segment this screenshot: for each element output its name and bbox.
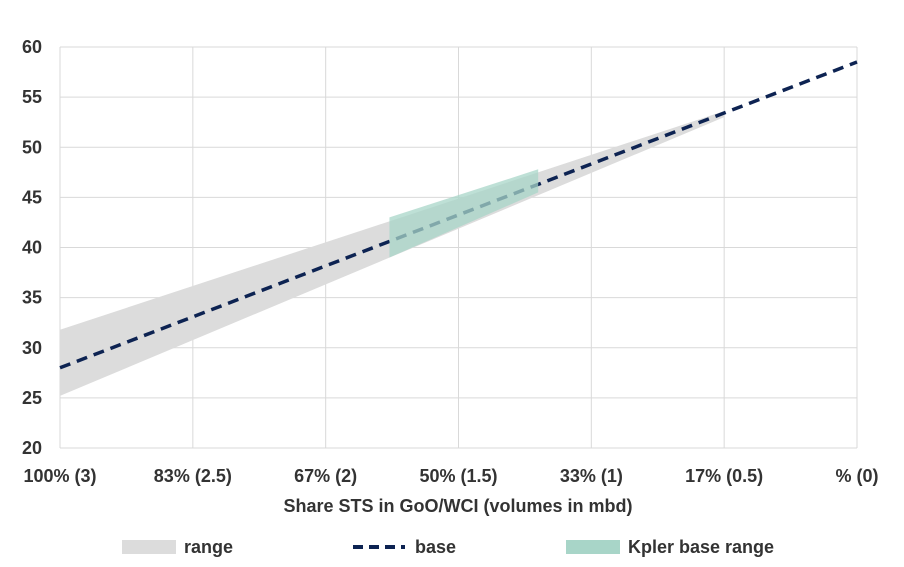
x-axis-title: Share STS in GoO/WCI (volumes in mbd) <box>283 496 632 516</box>
legend-kpler-base-range-label: Kpler base range <box>628 537 774 557</box>
x-tick-label: 33% (1) <box>560 466 623 486</box>
kpler-base-range-band <box>389 169 539 258</box>
series-lines <box>59 60 858 370</box>
x-tick-label: 67% (2) <box>294 466 357 486</box>
x-tick-label: % (0) <box>835 466 878 486</box>
y-tick-label: 30 <box>22 338 42 358</box>
legend-base-label: base <box>415 537 456 557</box>
y-tick-label: 55 <box>22 87 42 107</box>
legend-kpler-base-range: Kpler base range <box>566 537 774 557</box>
legend-range-label: range <box>184 537 233 557</box>
y-tick-label: 20 <box>22 438 42 458</box>
legend-range: range <box>122 537 233 557</box>
x-tick-label: 100% (3) <box>23 466 96 486</box>
x-tick-label: 50% (1.5) <box>419 466 497 486</box>
y-tick-label: 35 <box>22 288 42 308</box>
x-tick-label: 83% (2.5) <box>154 466 232 486</box>
y-tick-label: 60 <box>22 37 42 57</box>
legend: range base Kpler base range <box>122 537 774 557</box>
y-tick-label: 50 <box>22 137 42 157</box>
axes: 20 25 30 35 40 45 50 55 60 100% (3) 83% (2.5) 67% (… <box>22 37 879 486</box>
y-tick-label: 40 <box>22 238 42 258</box>
legend-kpler-base-range-swatch <box>566 540 620 554</box>
base-line <box>59 60 858 370</box>
legend-range-swatch <box>122 540 176 554</box>
legend-base: base <box>353 537 456 557</box>
y-tick-label: 45 <box>22 187 42 207</box>
x-tick-label: 17% (0.5) <box>685 466 763 486</box>
y-tick-label: 25 <box>22 388 42 408</box>
